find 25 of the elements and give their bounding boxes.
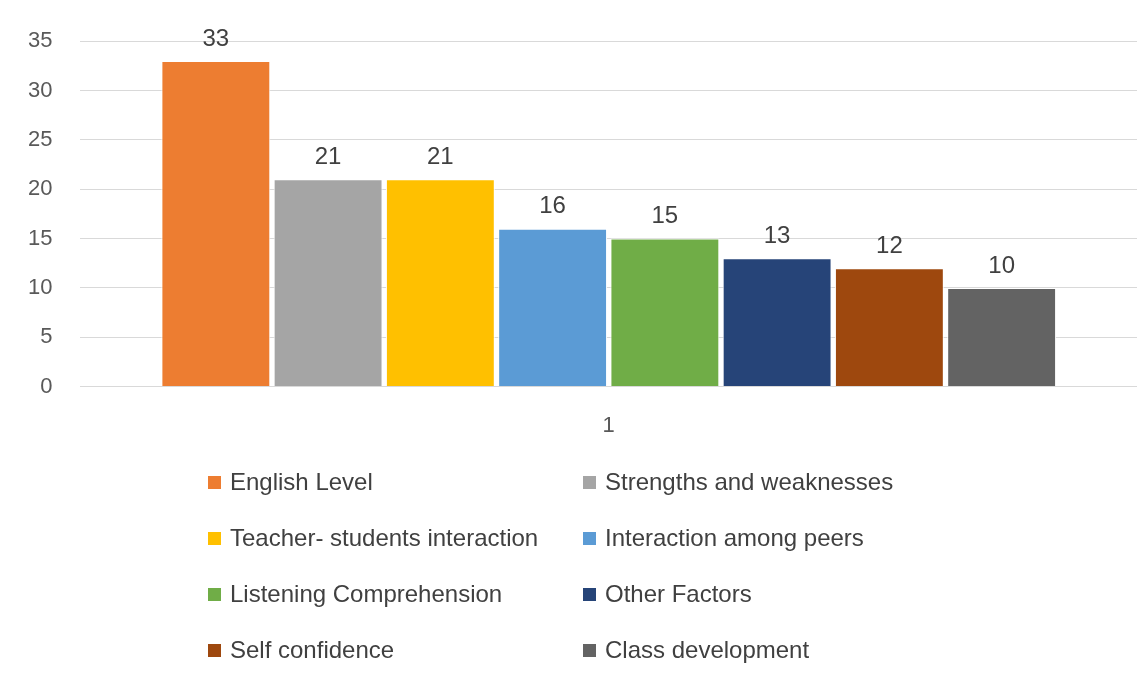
data-label: 33 <box>202 23 230 51</box>
y-tick-label: 30 <box>27 76 53 102</box>
legend-label: Class development <box>605 636 810 664</box>
legend-label: English Level <box>230 468 373 496</box>
data-label: 13 <box>763 220 791 248</box>
y-tick-label: 20 <box>27 175 53 201</box>
data-label: 21 <box>314 141 342 169</box>
data-label: 12 <box>876 230 903 258</box>
legend-label: Listening Comprehension <box>230 580 503 608</box>
y-tick-label: 10 <box>27 273 53 299</box>
y-tick-label: 0 <box>40 372 53 398</box>
y-tick-label: 35 <box>27 27 53 53</box>
data-label: 21 <box>427 141 454 169</box>
legend-label: Teacher- students interaction <box>230 524 539 552</box>
y-tick-label: 15 <box>27 224 53 250</box>
legend-label: Interaction among peers <box>605 524 864 552</box>
data-label: 16 <box>539 191 566 219</box>
x-tick-label: 1 <box>602 411 615 437</box>
legend-label: Strengths and weaknesses <box>605 468 894 496</box>
data-label: 10 <box>988 250 1015 278</box>
legend-label: Self confidence <box>230 636 395 664</box>
y-tick-label: 5 <box>40 323 53 349</box>
data-label: 15 <box>651 201 679 229</box>
legend-label: Other Factors <box>605 580 752 608</box>
y-tick-label: 25 <box>27 125 53 151</box>
